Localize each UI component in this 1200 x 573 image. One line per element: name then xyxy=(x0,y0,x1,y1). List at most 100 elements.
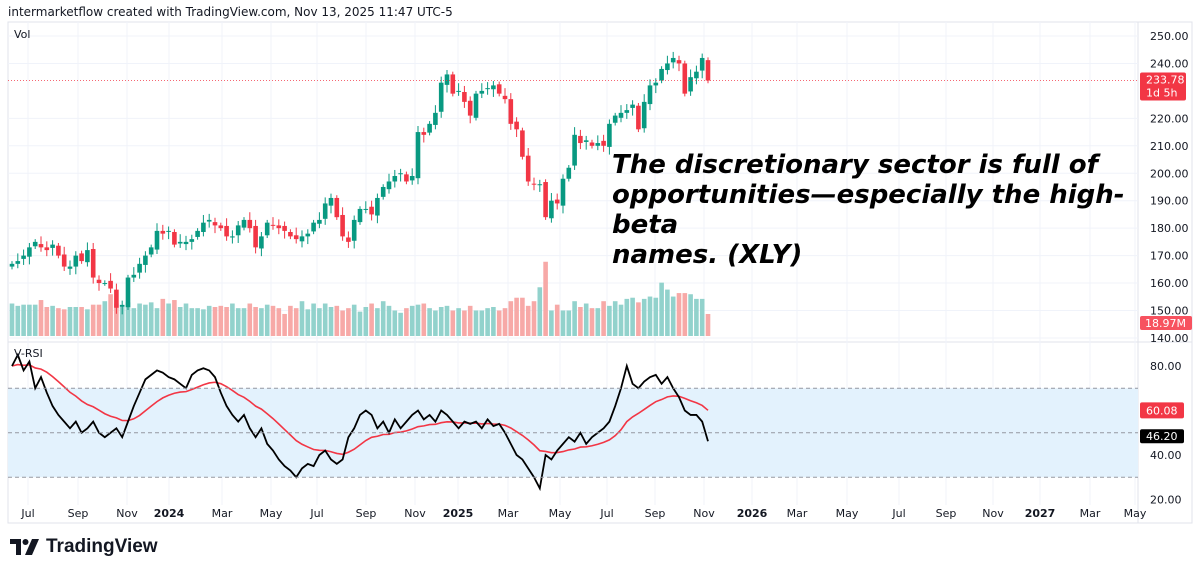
volume-bar xyxy=(647,296,653,336)
candle-body xyxy=(293,235,299,240)
candle-body xyxy=(549,200,554,219)
candle-body xyxy=(705,60,711,81)
volume-bar xyxy=(624,298,630,336)
rsi-line xyxy=(11,352,709,492)
volume-bar xyxy=(351,304,357,336)
volume-bar xyxy=(270,305,276,336)
volume-bar xyxy=(305,309,311,336)
volume-bar xyxy=(96,304,102,336)
rsi-ma-value: 60.08 xyxy=(1146,404,1178,417)
candle-body xyxy=(653,82,659,86)
volume-bar xyxy=(247,303,253,336)
candle-body xyxy=(427,123,432,133)
tradingview-logo[interactable]: TradingView xyxy=(10,536,158,558)
x-tick-label: Jul xyxy=(891,507,905,520)
x-tick-label: Sep xyxy=(645,507,666,520)
candle-body xyxy=(404,174,409,182)
candle-body xyxy=(61,254,67,267)
volume-bar xyxy=(38,300,44,336)
volume-bar xyxy=(659,282,664,336)
candle-body xyxy=(462,91,467,102)
volume-bar xyxy=(73,307,79,336)
volume-bar xyxy=(665,289,670,336)
volume-bar xyxy=(688,294,693,336)
candle-body xyxy=(624,110,630,113)
volume-bar xyxy=(183,303,189,336)
volume-bar xyxy=(9,303,15,336)
logo-text: TradingView xyxy=(46,536,158,557)
candle-body xyxy=(421,132,427,135)
candle-body xyxy=(282,225,287,231)
rsi-ma-badge xyxy=(1140,402,1184,419)
volume-bar xyxy=(369,303,374,336)
volume-bar xyxy=(212,307,218,336)
volume-bar xyxy=(572,301,577,336)
candle-body xyxy=(119,305,125,307)
volume-bar xyxy=(15,305,21,336)
candle-body xyxy=(409,175,415,181)
candle-body xyxy=(636,105,641,130)
volume-bar xyxy=(346,308,351,336)
price-tick-label: 170.00 xyxy=(1150,250,1189,263)
volume-bar xyxy=(317,308,322,336)
candle-body xyxy=(195,230,200,237)
candle-body xyxy=(433,112,438,125)
candle-body xyxy=(560,178,566,206)
volume-bar xyxy=(172,300,177,336)
x-tick-label: May xyxy=(836,507,859,520)
candle-body xyxy=(479,90,485,94)
volume-bar xyxy=(380,301,386,336)
x-tick-label: Mar xyxy=(498,507,519,520)
candle-body xyxy=(682,63,688,94)
x-tick-label: Mar xyxy=(212,507,233,520)
candle-body xyxy=(201,222,206,232)
volume-bar xyxy=(189,308,195,336)
annotation-line-2: opportunities—especially the high-beta xyxy=(612,180,1125,240)
volume-bar xyxy=(177,307,183,336)
volume-bar xyxy=(137,303,142,336)
candle-body xyxy=(601,140,606,146)
candle-body xyxy=(554,199,560,204)
tradingview-logo-icon xyxy=(10,539,39,555)
candle-body xyxy=(247,219,253,229)
volume-bar xyxy=(21,304,26,336)
candle-body xyxy=(67,266,73,269)
volume-bar xyxy=(241,308,247,336)
volume-bar xyxy=(450,310,456,336)
candle-body xyxy=(363,208,369,210)
volume-bar xyxy=(670,296,676,336)
volume-bar xyxy=(340,310,345,336)
candle-body xyxy=(102,283,108,285)
volume-bar xyxy=(143,304,148,336)
volume-bar xyxy=(357,311,363,336)
candle-body xyxy=(189,239,195,242)
volume-bar xyxy=(154,308,160,336)
candle-body xyxy=(398,173,403,175)
rsi-value: 46.20 xyxy=(1146,430,1178,443)
volume-bar xyxy=(56,308,61,336)
candle-body xyxy=(618,112,624,118)
volume-bar xyxy=(502,308,508,336)
volume-bar xyxy=(705,313,711,336)
candle-body xyxy=(32,241,38,247)
candle-body xyxy=(21,255,26,259)
candle-body xyxy=(114,289,119,308)
volume-bar xyxy=(682,293,688,336)
price-tick-label: 200.00 xyxy=(1150,167,1189,180)
candle-body xyxy=(137,263,142,273)
x-tick-label: Mar xyxy=(1080,507,1101,520)
candle-body xyxy=(665,63,670,71)
candle-body xyxy=(612,115,618,123)
candle-body xyxy=(694,71,699,79)
volume-bar xyxy=(514,297,519,336)
price-tick-label: 210.00 xyxy=(1150,140,1189,153)
volume-bar xyxy=(282,313,287,336)
volume-bar xyxy=(601,301,606,336)
volume-bar xyxy=(433,310,438,336)
candle-body xyxy=(148,247,154,255)
volume-bar xyxy=(264,304,270,336)
bar-countdown: 1d 5h xyxy=(1146,87,1177,100)
candle-body xyxy=(183,241,189,245)
x-tick-label: Nov xyxy=(982,507,1004,520)
